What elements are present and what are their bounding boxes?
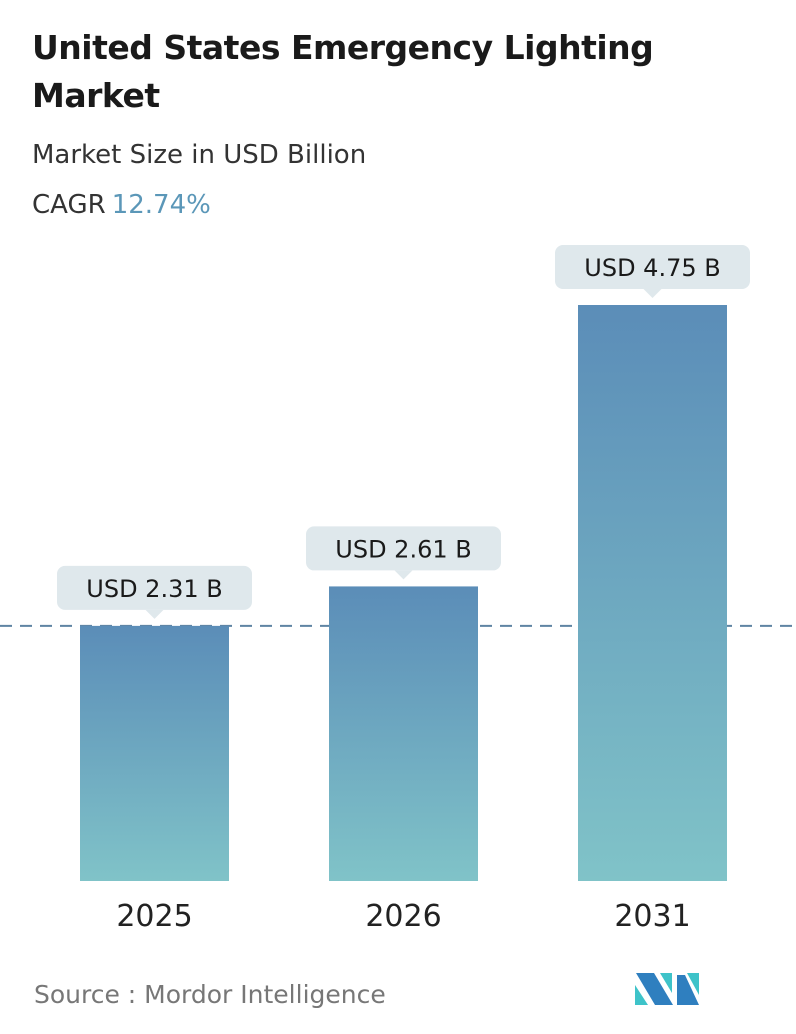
cagr: CAGR 12.74% [32,190,211,220]
bar-2031 [578,305,727,881]
bar-2025 [80,625,229,881]
chart-title: United States Emergency Lighting Market [32,28,654,115]
cagr-value: 12.74% [111,190,211,220]
data-label-pointer [643,289,662,298]
x-tick-label: 2031 [614,899,690,934]
data-label-bubble [57,565,252,610]
source-text: Source : Mordor Intelligence [34,980,386,1009]
x-tick-label: 2025 [116,899,192,934]
data-label: USD 2.61 B [335,535,471,563]
data-label: USD 4.75 B [584,254,720,282]
chart-subtitle: Market Size in USD Billion [32,140,367,170]
data-label: USD 2.31 B [86,575,222,603]
data-label-bubble [306,526,501,571]
x-tick-label: 2026 [365,899,441,934]
data-label-pointer [145,609,164,619]
data-label-pointer [394,570,413,580]
bar-2026 [329,586,478,881]
cagr-label: CAGR [32,190,106,220]
data-label-bubble [555,245,750,289]
